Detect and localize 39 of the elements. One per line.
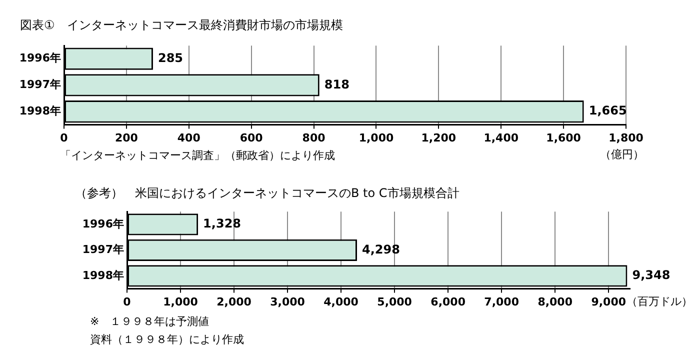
text: ※ １９９８年は予測値 [90, 314, 210, 329]
x-axis-title: （億円） [600, 146, 644, 162]
x-tick-label: 0 [60, 131, 68, 144]
x-tick-label: 2,000 [216, 295, 252, 308]
x-tick-label: 6,000 [430, 295, 466, 308]
x-tick-label: 400 [177, 131, 201, 144]
data-label: 818 [324, 77, 350, 92]
x-tick-label: 7,000 [484, 295, 520, 308]
x-tick-label: 1,400 [484, 131, 519, 144]
x-tick-label: 1,800 [608, 131, 644, 144]
y-tick-label: 1997年 [19, 78, 61, 92]
x-tick-label: 8,000 [538, 295, 573, 308]
y-tick-label: 1998年 [82, 268, 124, 282]
x-tick-label: 1,600 [546, 131, 582, 144]
chart-title: 図表① インターネットコマース最終消費財市場の市場規模 [20, 17, 343, 34]
x-tick-label: 800 [302, 131, 326, 144]
data-label: 9,348 [632, 268, 670, 282]
data-label: 285 [158, 50, 184, 65]
data-label: 4,298 [362, 242, 400, 256]
y-tick-label: 1996年 [19, 52, 61, 65]
x-axis-title: （百万ドル） [626, 294, 692, 309]
x-tick-label: 1,200 [421, 131, 456, 144]
data-label: 1,328 [203, 216, 242, 231]
x-tick-label: 9,000 [591, 295, 626, 308]
x-tick-label: 3,000 [270, 295, 306, 308]
x-tick-label: 5,000 [377, 295, 412, 308]
x-tick-label: 600 [240, 131, 264, 144]
text: 資料（１９９８年）により作成 [90, 332, 244, 347]
x-tick-label: 1,000 [163, 295, 198, 308]
data-label: 1,665 [588, 104, 627, 118]
x-tick-label: 0 [123, 295, 132, 308]
chart-title: （参考） 米国におけるインターネットコマースのB to C市場規模合計 [75, 185, 460, 202]
y-tick-label: 1996年 [82, 217, 124, 230]
x-tick-label: 1,000 [358, 131, 394, 144]
x-tick-label: 200 [114, 131, 138, 144]
x-tick-label: 4,000 [324, 295, 359, 308]
y-tick-label: 1998年 [19, 104, 61, 118]
y-tick-label: 1997年 [82, 243, 124, 256]
text: 「インターネットコマース調査」（郵政省）により作成 [60, 148, 335, 163]
